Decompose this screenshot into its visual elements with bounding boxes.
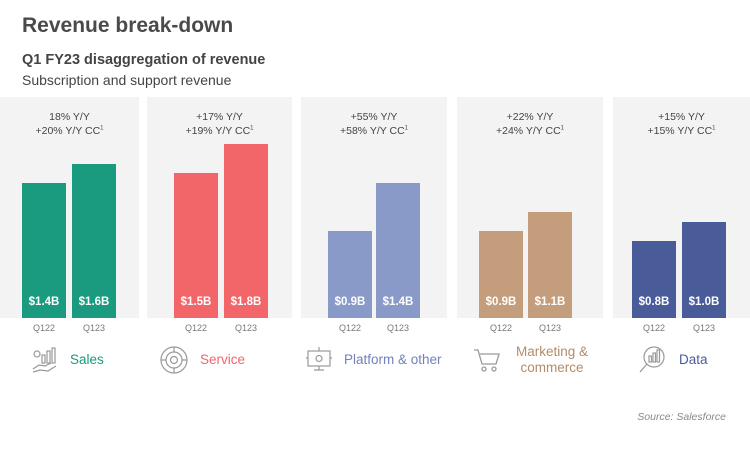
chart-subtitle: Q1 FY23 disaggregation of revenue bbox=[22, 52, 266, 68]
data-magnifier-chart-icon bbox=[639, 346, 665, 373]
legend-sales: Sales bbox=[30, 338, 104, 382]
sales-hand-chart-icon bbox=[32, 347, 57, 373]
legend-label-platform: Platform & other bbox=[344, 351, 442, 367]
tick-label-sales-q123: Q123 bbox=[82, 323, 106, 333]
bar-service-q122: $1.5B bbox=[174, 173, 218, 318]
legend-service: Service bbox=[158, 338, 245, 382]
panel-data: +15% Y/Y +15% Y/Y CC1 $0.8B $1.0B bbox=[613, 97, 750, 318]
tick-label-marketing-q123: Q123 bbox=[538, 323, 562, 333]
growth-text-service: +17% Y/Y +19% Y/Y CC1 bbox=[147, 111, 292, 138]
chart-title: Revenue break-down bbox=[22, 14, 234, 37]
panel-marketing: +22% Y/Y +24% Y/Y CC1 $0.9B $1.1B bbox=[457, 97, 603, 318]
source-note: Source: Salesforce bbox=[637, 411, 726, 423]
growth-yy-platform: +55% Y/Y bbox=[350, 111, 398, 123]
bar-sales-q123: $1.6B bbox=[72, 163, 116, 318]
bar-label-marketing-q122: $0.9B bbox=[485, 296, 517, 308]
service-gear-icon bbox=[160, 346, 188, 374]
bar-label-platform-q122: $0.9B bbox=[334, 296, 366, 308]
tick-label-service-q123: Q123 bbox=[234, 323, 258, 333]
panel-sales: 18% Y/Y +20% Y/Y CC1 $1.4B $1.6B bbox=[0, 97, 139, 318]
growth-cc-marketing: +24% Y/Y CC1 bbox=[495, 124, 565, 137]
bar-label-sales-q123: $1.6B bbox=[78, 296, 110, 308]
bar-marketing-q123: $1.1B bbox=[528, 211, 572, 318]
bar-label-data-q122: $0.8B bbox=[638, 296, 670, 308]
shopping-cart-icon bbox=[474, 349, 500, 372]
bar-platform-q123: $1.4B bbox=[376, 182, 420, 318]
bar-label-service-q123: $1.8B bbox=[230, 296, 262, 308]
bar-sales-q122: $1.4B bbox=[22, 182, 66, 318]
legend-label-service: Service bbox=[200, 351, 246, 367]
growth-text-sales: 18% Y/Y +20% Y/Y CC1 bbox=[0, 111, 139, 138]
tick-label-service-q122: Q122 bbox=[184, 323, 208, 333]
legend-marketing: Marketing & commerce bbox=[472, 338, 588, 382]
growth-yy-sales: 18% Y/Y bbox=[49, 111, 90, 123]
tick-label-data-q123: Q123 bbox=[692, 323, 716, 333]
growth-text-platform: +55% Y/Y +58% Y/Y CC1 bbox=[301, 111, 447, 138]
chart-subtitle-secondary: Subscription and support revenue bbox=[22, 72, 232, 88]
tick-label-platform-q123: Q123 bbox=[386, 323, 410, 333]
bar-label-marketing-q123: $1.1B bbox=[534, 296, 566, 308]
tick-label-marketing-q122: Q122 bbox=[489, 323, 513, 333]
legend-label-sales: Sales bbox=[70, 351, 104, 367]
tick-label-data-q122: Q122 bbox=[642, 323, 666, 333]
bar-label-service-q122: $1.5B bbox=[180, 296, 212, 308]
bar-label-sales-q122: $1.4B bbox=[28, 296, 60, 308]
legend-data: Data bbox=[637, 338, 708, 382]
growth-cc-platform: +58% Y/Y CC1 bbox=[339, 124, 409, 137]
growth-cc-data: +15% Y/Y CC1 bbox=[647, 124, 716, 137]
bar-data-q122: $0.8B bbox=[632, 240, 676, 318]
bar-marketing-q122: $0.9B bbox=[479, 231, 523, 318]
growth-yy-marketing: +22% Y/Y bbox=[506, 111, 554, 123]
panel-platform: +55% Y/Y +58% Y/Y CC1 $0.9B $1.4B bbox=[301, 97, 447, 318]
growth-yy-service: +17% Y/Y bbox=[196, 111, 243, 123]
bar-label-data-q123: $1.0B bbox=[688, 296, 720, 308]
platform-computer-icon bbox=[306, 347, 332, 371]
bar-platform-q122: $0.9B bbox=[328, 231, 372, 318]
bar-label-platform-q123: $1.4B bbox=[382, 296, 414, 308]
growth-cc-sales: +20% Y/Y CC1 bbox=[35, 124, 104, 137]
growth-text-data: +15% Y/Y +15% Y/Y CC1 bbox=[613, 111, 750, 138]
tick-label-platform-q122: Q122 bbox=[338, 323, 362, 333]
bar-service-q123: $1.8B bbox=[224, 144, 268, 318]
legend-platform: Platform & other bbox=[304, 338, 442, 382]
bar-data-q123: $1.0B bbox=[682, 221, 726, 318]
growth-text-marketing: +22% Y/Y +24% Y/Y CC1 bbox=[457, 111, 603, 138]
legend-label-data: Data bbox=[679, 351, 708, 367]
growth-yy-data: +15% Y/Y bbox=[658, 111, 705, 123]
legend-label-marketing: Marketing & commerce bbox=[516, 343, 589, 375]
tick-label-sales-q122: Q122 bbox=[32, 323, 56, 333]
panel-service: +17% Y/Y +19% Y/Y CC1 $1.5B $1.8B bbox=[147, 97, 292, 318]
growth-cc-service: +19% Y/Y CC1 bbox=[185, 124, 254, 137]
